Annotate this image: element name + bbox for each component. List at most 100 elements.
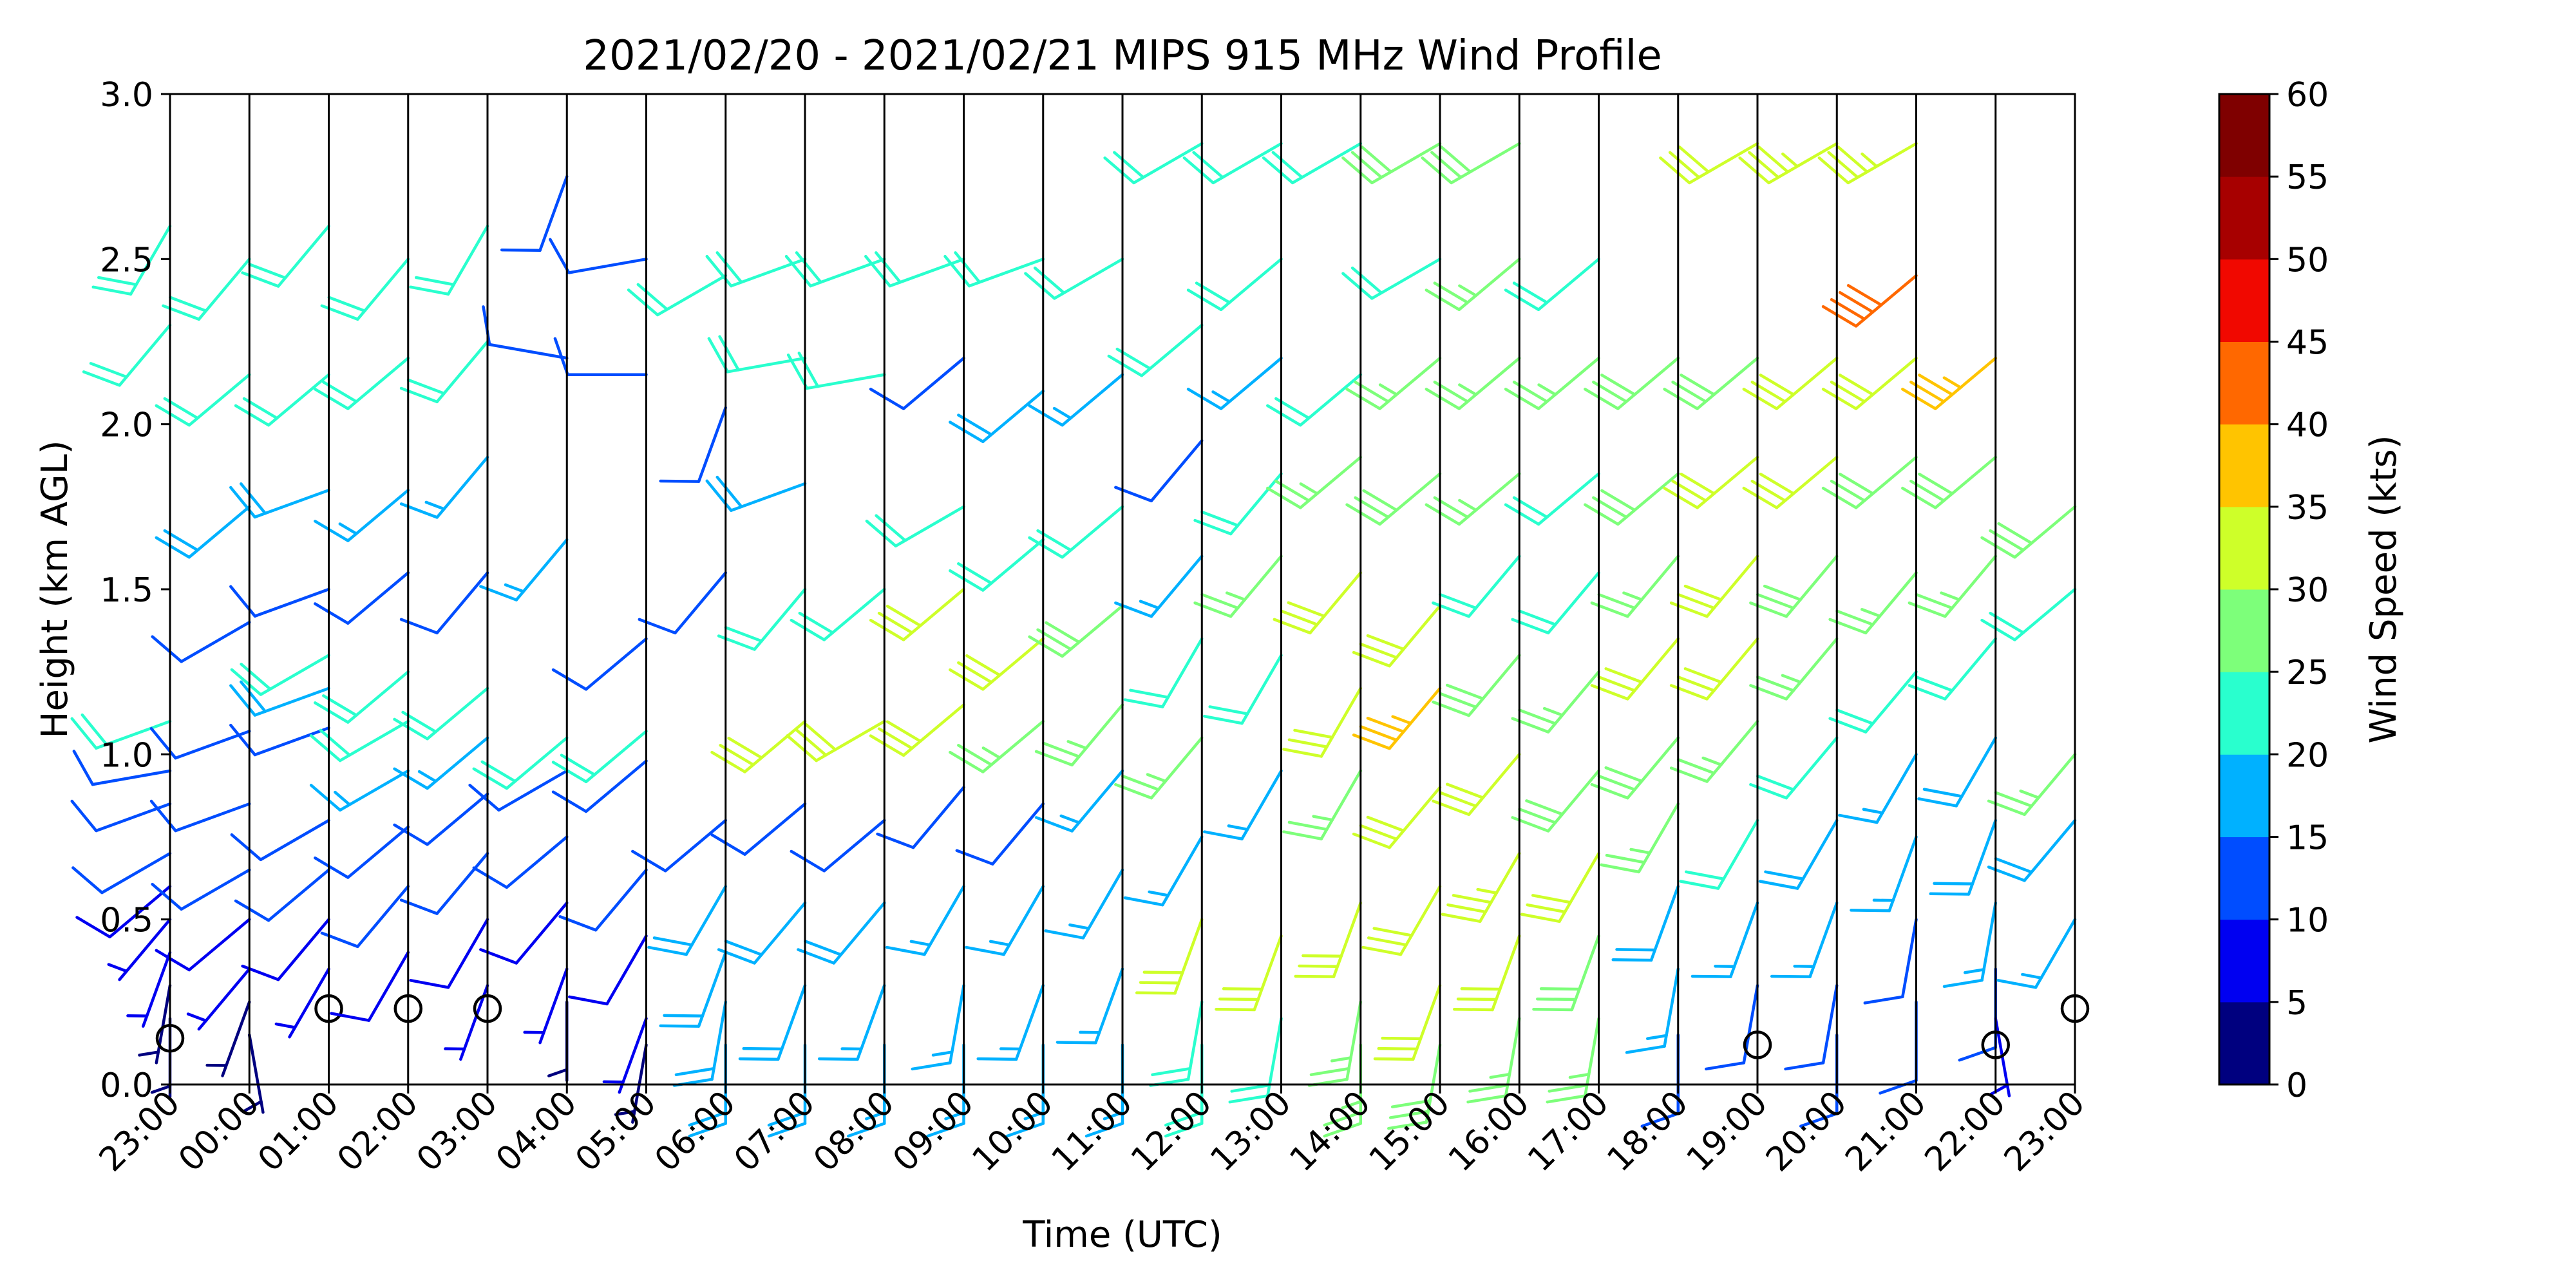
barb-feather bbox=[1518, 609, 1557, 627]
barb-half-feather bbox=[944, 1111, 965, 1121]
barb-staff bbox=[1967, 819, 1997, 896]
barb-half-feather bbox=[138, 1050, 160, 1057]
wind-barb bbox=[1590, 637, 1680, 701]
barb-feather bbox=[1690, 974, 1732, 978]
barb-feather bbox=[229, 486, 257, 519]
wind-barb bbox=[1520, 851, 1600, 923]
barb-feather bbox=[1421, 156, 1453, 185]
barb-feather bbox=[1676, 592, 1716, 610]
colorbar-segment bbox=[2219, 754, 2269, 837]
wind-barb bbox=[1056, 967, 1124, 1045]
barb-feather bbox=[784, 254, 812, 288]
barb-staff bbox=[584, 759, 648, 813]
barb-staff bbox=[288, 967, 330, 1039]
barb-feather bbox=[1600, 489, 1636, 512]
barb-feather bbox=[949, 750, 985, 773]
barb-half-feather bbox=[1458, 284, 1478, 298]
barb-feather bbox=[1262, 156, 1294, 185]
barb-feather bbox=[1439, 692, 1478, 709]
barb-half-feather bbox=[1139, 600, 1160, 610]
barb-staff bbox=[1161, 835, 1204, 907]
barb-feather bbox=[1135, 991, 1177, 995]
barb-feather bbox=[1604, 766, 1643, 783]
barb-staff bbox=[923, 885, 965, 956]
barb-feather bbox=[1341, 272, 1374, 300]
wind-barb bbox=[1262, 142, 1362, 185]
barb-half-feather bbox=[243, 1100, 263, 1113]
barb-staff bbox=[594, 868, 648, 932]
wind-barb bbox=[1546, 1017, 1600, 1104]
barb-feather bbox=[955, 849, 994, 866]
barb-feather bbox=[1114, 601, 1153, 618]
barb-staff bbox=[1211, 142, 1283, 185]
barb-feather bbox=[1359, 725, 1398, 742]
barb-staff bbox=[902, 356, 965, 410]
barb-staff bbox=[1775, 356, 1839, 410]
barb-staff bbox=[1944, 554, 1997, 618]
barb-feather bbox=[1738, 156, 1770, 185]
x-tick-label: 02:00 bbox=[330, 1084, 426, 1179]
x-tick-label: 00:00 bbox=[171, 1084, 267, 1179]
barb-feather bbox=[1756, 592, 1795, 610]
barb-staff bbox=[1150, 439, 1204, 503]
barb-half-feather bbox=[1227, 824, 1249, 831]
wind-barb bbox=[234, 868, 330, 922]
barb-feather bbox=[1915, 676, 1954, 692]
barb-feather bbox=[229, 684, 257, 717]
wind-barb bbox=[399, 455, 489, 519]
barb-feather bbox=[1918, 472, 1954, 495]
barb-staff bbox=[1864, 571, 1918, 635]
barb-staff bbox=[1570, 934, 1600, 1012]
x-tick-label: 08:00 bbox=[806, 1084, 902, 1179]
barb-staff bbox=[515, 901, 569, 965]
wind-barb bbox=[1590, 554, 1680, 618]
barb-staff bbox=[1161, 637, 1204, 708]
barb-feather bbox=[414, 276, 455, 287]
barb-feather bbox=[717, 634, 756, 651]
barb-feather bbox=[1518, 808, 1557, 824]
barb-staff bbox=[967, 258, 1045, 288]
barb-feather bbox=[1164, 1122, 1204, 1138]
barb-staff bbox=[221, 1000, 251, 1077]
barb-feather bbox=[241, 271, 280, 288]
barb-half-feather bbox=[989, 940, 1011, 947]
barb-feather bbox=[314, 701, 350, 724]
barb-feather bbox=[406, 378, 446, 395]
barb-half-feather bbox=[1066, 740, 1088, 750]
barb-staff bbox=[1875, 753, 1918, 824]
x-tick-label: 05:00 bbox=[568, 1084, 663, 1179]
wind-barb bbox=[1987, 819, 2077, 882]
wind-barb bbox=[468, 769, 569, 812]
wind-barb bbox=[1273, 571, 1362, 635]
wind-barb bbox=[1373, 983, 1442, 1061]
wind-barb bbox=[309, 719, 410, 762]
wind-barb bbox=[786, 719, 886, 762]
wind-barb bbox=[229, 723, 330, 757]
barb-half-feather bbox=[334, 790, 352, 806]
barb-staff bbox=[1934, 356, 1997, 410]
barb-feather bbox=[1763, 584, 1802, 601]
barb-feather bbox=[1683, 584, 1723, 601]
barb-feather bbox=[1186, 289, 1223, 312]
wind-barb bbox=[965, 885, 1045, 956]
barb-half-feather bbox=[981, 746, 1001, 759]
barb-feather bbox=[1359, 824, 1398, 841]
barb-feather bbox=[1821, 305, 1858, 328]
barb-staff bbox=[902, 587, 965, 641]
barb-feather bbox=[1850, 909, 1891, 913]
barb-staff bbox=[346, 670, 410, 724]
barb-staff bbox=[426, 687, 489, 741]
barb-feather bbox=[786, 353, 809, 390]
wind-barb bbox=[1123, 835, 1204, 907]
wind-barb bbox=[1282, 769, 1362, 840]
wind-barb bbox=[205, 1000, 251, 1077]
barb-feather bbox=[688, 1122, 727, 1138]
barb-staff bbox=[981, 390, 1045, 444]
barb-feather bbox=[1784, 1061, 1825, 1071]
colorbar-segment bbox=[2219, 94, 2269, 177]
barb-staff bbox=[1888, 835, 1918, 913]
barb-feather bbox=[1028, 404, 1064, 427]
barb-feather bbox=[949, 668, 985, 691]
barb-feather bbox=[705, 254, 733, 288]
barb-feather bbox=[1114, 782, 1153, 800]
